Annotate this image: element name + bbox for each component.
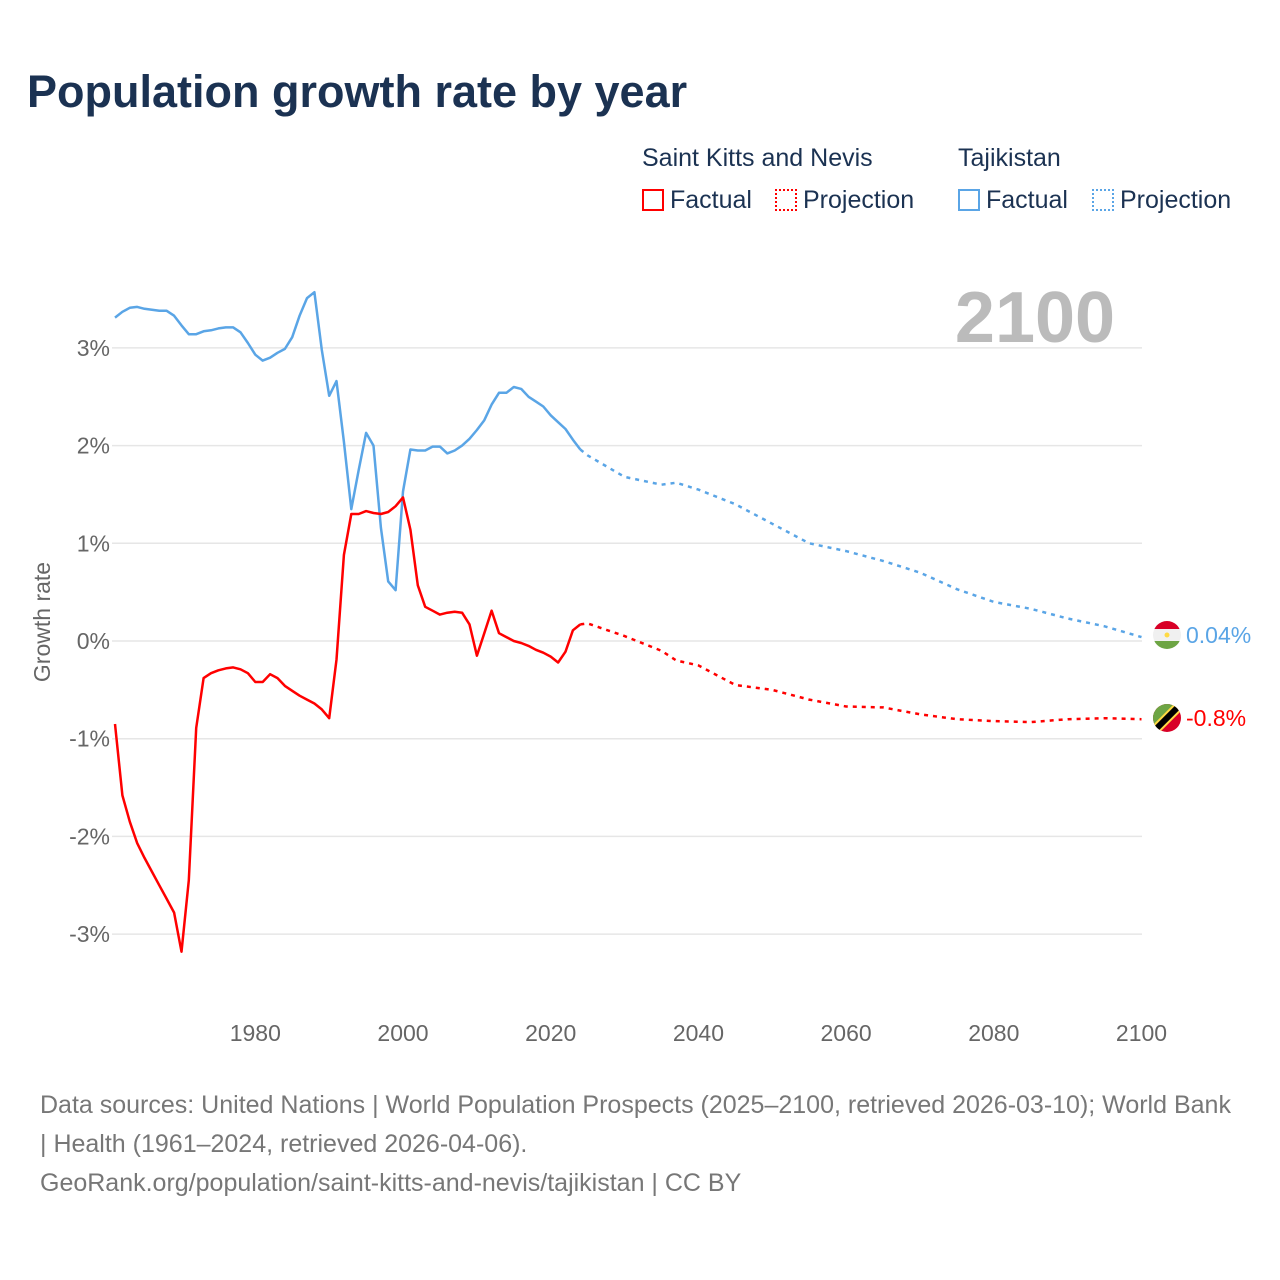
x-tick-label: 1980: [230, 1020, 281, 1046]
saint-kitts-and-nevis-factual-line: [113, 496, 582, 953]
x-tick-label: 2040: [673, 1020, 724, 1046]
legend-tjk-projection[interactable]: Projection: [1092, 186, 1231, 215]
legend-label: Projection: [1120, 186, 1232, 214]
legend-swatch-dotted: [1092, 189, 1114, 211]
legend-label: Factual: [986, 186, 1068, 214]
y-tick-label: 2%: [77, 433, 110, 459]
x-tick-label: 2020: [525, 1020, 576, 1046]
tajikistan-end-label: 0.04%: [1186, 622, 1251, 648]
legend-country-tajikistan: Tajikistan: [958, 144, 1061, 172]
legend-label: Projection: [803, 186, 915, 214]
legend-country-saint-kitts: Saint Kitts and Nevis: [642, 144, 873, 172]
y-tick-label: -1%: [69, 726, 110, 752]
saint-kitts-end-label: -0.8%: [1186, 705, 1246, 731]
chart-title: Population growth rate by year: [27, 66, 688, 117]
saint-kitts-flag-icon: [1153, 704, 1181, 732]
y-axis-label: Growth rate: [29, 562, 55, 682]
tajikistan-factual-line: [114, 290, 582, 592]
x-tick-label: 2080: [968, 1020, 1019, 1046]
tajikistan-flag-icon: [1153, 621, 1181, 649]
data-sources: Data sources: United Nations | World Pop…: [40, 1091, 1231, 1158]
x-tick-label: 2060: [821, 1020, 872, 1046]
year-overlay: 2100: [955, 278, 1115, 358]
legend-tjk-factual[interactable]: Factual: [958, 186, 1068, 215]
footer: Data sources: United Nations | World Pop…: [40, 1086, 1240, 1203]
y-tick-label: 1%: [77, 530, 110, 556]
source-link[interactable]: GeoRank.org/population/saint-kitts-and-n…: [40, 1169, 742, 1197]
legend-swatch-dotted: [775, 189, 797, 211]
legend-swatch-solid: [642, 189, 664, 211]
saint-kitts-and-nevis-projection-line: [580, 622, 1142, 724]
x-tick-label: 2100: [1116, 1020, 1167, 1046]
y-tick-label: 0%: [77, 628, 110, 654]
y-tick-label: 3%: [77, 335, 110, 361]
y-tick-label: -3%: [69, 921, 110, 947]
legend-swatch-solid: [958, 189, 980, 211]
legend-label: Factual: [670, 186, 752, 214]
y-tick-label: -2%: [69, 823, 110, 849]
legend-skn-factual[interactable]: Factual: [642, 186, 752, 215]
legend-skn-projection[interactable]: Projection: [775, 186, 914, 215]
x-tick-label: 2000: [377, 1020, 428, 1046]
tajikistan-projection-line: [579, 448, 1142, 639]
